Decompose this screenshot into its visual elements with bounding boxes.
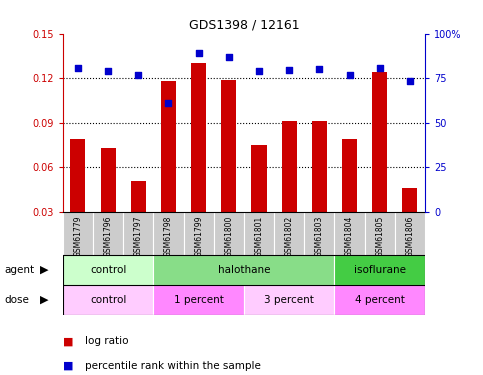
Text: percentile rank within the sample: percentile rank within the sample: [85, 361, 260, 370]
Bar: [304, 212, 334, 255]
Bar: [282, 122, 297, 256]
Bar: [71, 139, 85, 256]
Bar: [63, 285, 154, 315]
Text: GSM61801: GSM61801: [255, 215, 264, 256]
Bar: [274, 212, 304, 255]
Bar: [252, 145, 267, 256]
Text: ▶: ▶: [40, 295, 49, 305]
Bar: [63, 255, 154, 285]
Text: GSM61800: GSM61800: [224, 215, 233, 257]
Bar: [395, 212, 425, 255]
Point: [255, 68, 263, 74]
Bar: [154, 212, 184, 255]
Title: GDS1398 / 12161: GDS1398 / 12161: [188, 18, 299, 31]
Bar: [244, 212, 274, 255]
Text: dose: dose: [5, 295, 30, 305]
Text: GSM61802: GSM61802: [284, 215, 294, 256]
Text: ■: ■: [63, 336, 73, 346]
Bar: [154, 255, 334, 285]
Text: 4 percent: 4 percent: [355, 295, 405, 305]
Point: [285, 67, 293, 73]
Text: log ratio: log ratio: [85, 336, 128, 346]
Bar: [372, 72, 387, 256]
Text: GSM61804: GSM61804: [345, 215, 354, 257]
Text: control: control: [90, 265, 126, 275]
Bar: [221, 80, 236, 256]
Bar: [93, 212, 123, 255]
Bar: [100, 148, 115, 256]
Point: [74, 64, 82, 70]
Point: [195, 50, 202, 56]
Text: isoflurane: isoflurane: [354, 265, 406, 275]
Point: [104, 68, 112, 74]
Text: GSM61803: GSM61803: [315, 215, 324, 257]
Text: GSM61798: GSM61798: [164, 215, 173, 257]
Bar: [335, 285, 425, 315]
Text: ■: ■: [63, 361, 73, 370]
Text: 3 percent: 3 percent: [264, 295, 314, 305]
Point: [346, 72, 354, 78]
Bar: [131, 181, 146, 256]
Text: control: control: [90, 295, 126, 305]
Bar: [191, 63, 206, 256]
Text: GSM61797: GSM61797: [134, 215, 143, 257]
Bar: [244, 285, 334, 315]
Bar: [335, 255, 425, 285]
Text: GSM61799: GSM61799: [194, 215, 203, 257]
Bar: [402, 188, 417, 256]
Bar: [365, 212, 395, 255]
Bar: [334, 212, 365, 255]
Bar: [184, 212, 213, 255]
Text: 1 percent: 1 percent: [174, 295, 224, 305]
Text: ▶: ▶: [40, 265, 49, 275]
Text: agent: agent: [5, 265, 35, 275]
Bar: [154, 285, 244, 315]
Text: GSM61806: GSM61806: [405, 215, 414, 257]
Point: [315, 66, 323, 72]
Text: GSM61796: GSM61796: [103, 215, 113, 257]
Bar: [123, 212, 154, 255]
Point: [376, 64, 384, 70]
Bar: [161, 81, 176, 256]
Point: [134, 72, 142, 78]
Bar: [63, 212, 93, 255]
Bar: [312, 122, 327, 256]
Text: GSM61779: GSM61779: [73, 215, 83, 257]
Point: [406, 78, 414, 84]
Text: GSM61805: GSM61805: [375, 215, 384, 257]
Point: [165, 100, 172, 106]
Text: halothane: halothane: [218, 265, 270, 275]
Bar: [342, 139, 357, 256]
Point: [225, 54, 233, 60]
Bar: [213, 212, 244, 255]
